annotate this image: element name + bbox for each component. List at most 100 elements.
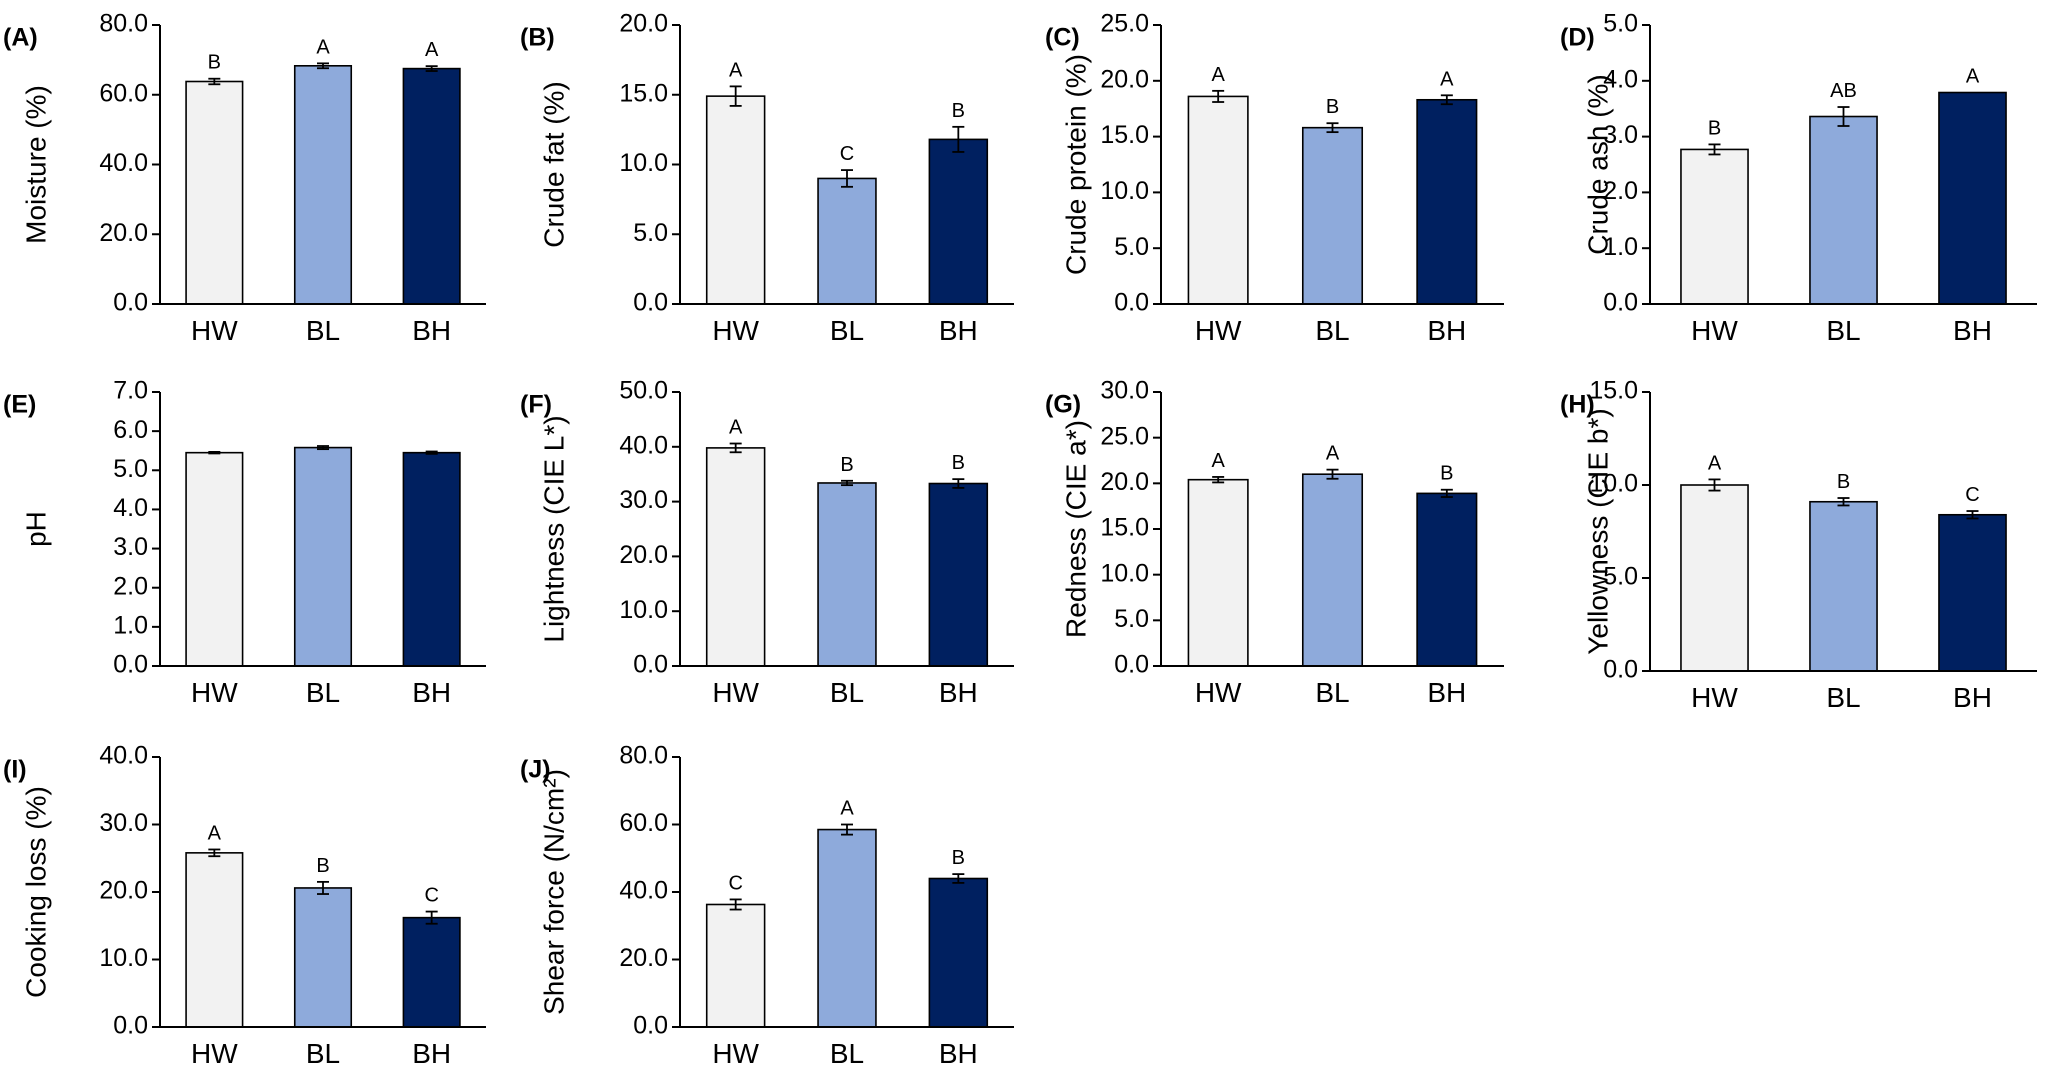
chart-panel: (J)Shear force (N/cm²) 0.0 20.0 40.0 60.0 80.… — [520, 742, 1014, 1069]
x-tick-label: BL — [1315, 315, 1349, 346]
x-tick-label: BH — [939, 315, 978, 346]
significance-letter: C — [424, 885, 438, 907]
significance-letter: AB — [1830, 80, 1857, 102]
y-tick-label: 0.0 — [1603, 289, 1638, 317]
bar-hw — [1187, 95, 1249, 305]
bar-bh — [1416, 492, 1478, 667]
x-tick-label: BL — [306, 1038, 340, 1069]
y-axis-title: Crude protein (%) — [1060, 54, 1091, 275]
y-tick-label: 40.0 — [619, 877, 668, 905]
bar-bh — [402, 67, 461, 305]
chart-panel: (I)Cooking loss (%) 0.0 10.0 20.0 30.0 40.0 A H… — [3, 742, 486, 1069]
y-axis-title: pH — [20, 511, 51, 547]
y-tick-label: 3.0 — [1603, 121, 1638, 149]
x-tick-label: BH — [412, 1038, 451, 1069]
y-tick-label: 0.0 — [113, 289, 148, 317]
y-tick-label: 20.0 — [1100, 468, 1149, 496]
panel-label: (J) — [520, 756, 551, 784]
x-tick-label: HW — [712, 677, 759, 708]
y-tick-label: 20.0 — [619, 10, 668, 38]
y-tick-label: 15.0 — [1100, 514, 1149, 542]
chart-panel: (C)Crude protein (%) 0.0 5.0 10.0 15.0 20.0 25… — [1045, 10, 1504, 346]
x-tick-label: BL — [1315, 677, 1349, 708]
y-tick-label: 15.0 — [1589, 377, 1638, 405]
x-tick-label: BL — [830, 677, 864, 708]
significance-letter: A — [425, 39, 439, 61]
y-tick-label: 4.0 — [1603, 65, 1638, 93]
y-tick-label: 30.0 — [1100, 377, 1149, 405]
bar-bh — [928, 138, 989, 305]
y-tick-label: 15.0 — [619, 79, 668, 107]
significance-letter: B — [952, 847, 965, 869]
significance-letter: C — [840, 143, 854, 165]
y-tick-label: 7.0 — [113, 377, 148, 405]
y-tick-label: 25.0 — [1100, 10, 1149, 38]
significance-letter: B — [952, 452, 965, 474]
bar-hw — [705, 447, 766, 667]
x-tick-label: BH — [1953, 682, 1992, 713]
chart-panel: (A) Moisture (%) 0.0 20.0 40.0 60.0 80.0 B HW A BL… — [3, 10, 486, 346]
y-tick-label: 30.0 — [99, 809, 148, 837]
panel-label: (F) — [520, 391, 552, 419]
bar-bh — [402, 451, 461, 667]
x-tick-label: BH — [1427, 677, 1466, 708]
chart-panel: (G)Redness (CIE a*) 0.0 5.0 10.0 15.0 20.0 25.… — [1045, 377, 1504, 708]
bar-bl — [1809, 500, 1878, 672]
x-tick-label: BH — [939, 677, 978, 708]
x-tick-label: HW — [712, 1038, 759, 1069]
y-tick-label: 5.0 — [633, 219, 668, 247]
y-axis-title: Shear force (N/cm²) — [538, 769, 569, 1015]
y-tick-label: 3.0 — [113, 533, 148, 561]
y-tick-label: 2.0 — [113, 572, 148, 600]
y-tick-label: 40.0 — [99, 149, 148, 177]
bar-hw — [705, 903, 766, 1028]
y-axis-title: Crude fat (%) — [538, 81, 569, 248]
y-tick-label: 6.0 — [113, 416, 148, 444]
significance-letter: B — [840, 454, 853, 476]
y-tick-label: 4.0 — [113, 494, 148, 522]
y-axis-title: Cooking loss (%) — [20, 786, 51, 998]
chart-panel: (H)Yellowness (CIE b*)0.0 5.0 10.0 15.0 A HW B… — [1560, 377, 2037, 713]
x-tick-label: HW — [1691, 682, 1738, 713]
bar-bl — [1301, 126, 1364, 305]
y-tick-label: 60.0 — [619, 809, 668, 837]
bar-hw — [1187, 478, 1249, 667]
significance-letter: B — [952, 100, 965, 122]
y-axis-title: Yellowness (CIE b*) — [1582, 408, 1613, 654]
panel-label: (A) — [3, 24, 38, 52]
bar-hw — [705, 95, 766, 305]
chart-panel: (E) pH 0.0 1.0 2.0 3.0 4.0 5.0 6.0 7.0 HW BL BH — [3, 377, 486, 708]
significance-letter: B — [1708, 117, 1721, 139]
x-tick-label: HW — [712, 315, 759, 346]
bar-hw — [185, 80, 244, 305]
significance-letter: C — [1965, 484, 1979, 506]
y-tick-label: 15.0 — [1100, 121, 1149, 149]
panel-label: (H) — [1560, 391, 1595, 419]
y-tick-label: 60.0 — [99, 79, 148, 107]
significance-letter: A — [316, 36, 330, 58]
bar-bl — [293, 446, 353, 667]
significance-letter: A — [1440, 68, 1454, 90]
y-axis-title: Redness (CIE a*) — [1060, 420, 1091, 638]
y-tick-label: 10.0 — [1100, 559, 1149, 587]
x-tick-label: HW — [191, 1038, 238, 1069]
significance-letter: A — [1326, 443, 1340, 465]
bar-bl — [1301, 473, 1364, 667]
y-tick-label: 5.0 — [1114, 605, 1149, 633]
y-tick-label: 30.0 — [619, 486, 668, 514]
y-tick-label: 20.0 — [619, 944, 668, 972]
y-tick-label: 1.0 — [1603, 233, 1638, 261]
bar-bh — [928, 877, 989, 1028]
y-tick-label: 20.0 — [99, 219, 148, 247]
significance-letter: B — [1326, 96, 1339, 118]
x-tick-label: BL — [306, 677, 340, 708]
y-tick-label: 5.0 — [1114, 233, 1149, 261]
y-tick-label: 10.0 — [1100, 177, 1149, 205]
y-tick-label: 20.0 — [1100, 65, 1149, 93]
panel-label: (D) — [1560, 24, 1595, 52]
y-tick-label: 80.0 — [619, 742, 668, 770]
x-tick-label: BH — [1953, 315, 1992, 346]
significance-letter: A — [1211, 450, 1225, 472]
significance-letter: A — [208, 822, 222, 844]
panel-label: (E) — [3, 391, 36, 419]
